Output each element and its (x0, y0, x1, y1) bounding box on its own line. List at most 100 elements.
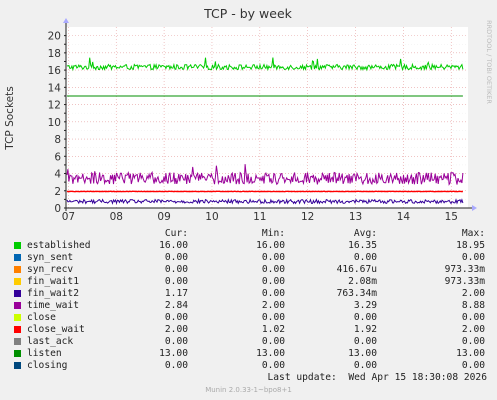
series-fin_wait2 (66, 197, 464, 205)
legend-cur-value: 2.00 (164, 324, 188, 335)
y-tick-label: 10 (48, 117, 61, 129)
y-tick-label: 4 (54, 169, 61, 181)
legend-max-value: 0.00 (461, 360, 485, 371)
legend-avg-value: 3.29 (353, 300, 377, 311)
legend-swatch (14, 302, 21, 309)
legend-max-value: 0.00 (461, 336, 485, 347)
legend-max-value: 2.00 (461, 324, 485, 335)
axes: 0 2 4 6 8 10 12 14 16 18 20 07 08 09 10 11 12 13 14 15 (48, 18, 477, 223)
x-tick-label: 07 (62, 211, 75, 223)
legend-name: syn_sent (27, 252, 74, 263)
y-tick-label: 0 (54, 203, 61, 215)
legend-max-value: 8.88 (461, 300, 485, 311)
y-tick-label: 8 (54, 134, 61, 146)
legend-swatch (14, 350, 21, 357)
legend-swatch (14, 254, 21, 261)
legend-min-value: 2.00 (261, 300, 285, 311)
legend-avg-value: 1.92 (353, 324, 377, 335)
x-tick-label: 11 (253, 211, 266, 223)
legend-max-value: 18.95 (456, 240, 485, 251)
legend-name: closing (27, 360, 68, 371)
legend-cur-value: 0.00 (164, 336, 188, 347)
y-tick-label: 18 (48, 48, 61, 60)
legend-name: fin_wait1 (27, 276, 79, 287)
legend-avg-value: 0.00 (353, 336, 377, 347)
legend-max-value: 973.33m (444, 264, 485, 275)
legend-row-syn_recv: syn_recv 0.00 0.00 416.67u 973.33m (0, 264, 497, 276)
grid (66, 27, 468, 209)
legend-row-time_wait: time_wait 2.84 2.00 3.29 8.88 (0, 300, 497, 312)
legend-header-min: Min: (261, 228, 285, 239)
legend-swatch (14, 338, 21, 345)
legend-min-value: 1.02 (261, 324, 285, 335)
legend-cur-value: 0.00 (164, 276, 188, 287)
legend-avg-value: 763.34m (336, 288, 377, 299)
legend-cur-value: 0.00 (164, 252, 188, 263)
legend-header: Cur: Min: Avg: Max: (0, 228, 497, 240)
legend-avg-value: 13.00 (348, 348, 377, 359)
legend-name: fin_wait2 (27, 288, 79, 299)
last-update-text: Last update: Wed Apr 15 18:30:08 2026 (267, 372, 488, 383)
legend-swatch (14, 242, 21, 249)
x-tick-label: 12 (301, 211, 314, 223)
legend-row-close_wait: close_wait 2.00 1.02 1.92 2.00 (0, 324, 497, 336)
legend-header-max: Max: (461, 228, 485, 239)
y-tick-label: 6 (54, 151, 61, 163)
legend-row-fin_wait1: fin_wait1 0.00 0.00 2.08m 973.33m (0, 276, 497, 288)
legend-cur-value: 0.00 (164, 312, 188, 323)
y-tick-label: 16 (48, 65, 62, 77)
series-established (66, 57, 464, 72)
legend-avg-value: 0.00 (353, 360, 377, 371)
legend-header-avg: Avg: (353, 228, 377, 239)
legend-row-closing: closing 0.00 0.00 0.00 0.00 (0, 360, 497, 372)
legend-name: close (27, 312, 56, 323)
legend-avg-value: 0.00 (353, 252, 377, 263)
legend-name: syn_recv (27, 264, 74, 275)
legend-row-last_ack: last_ack 0.00 0.00 0.00 0.00 (0, 336, 497, 348)
legend-header-cur: Cur: (164, 228, 188, 239)
x-axis-arrow (472, 205, 477, 211)
x-tick-label: 15 (445, 211, 458, 223)
legend-name: established (27, 240, 91, 251)
chart-title: TCP - by week (203, 6, 293, 21)
legend-min-value: 0.00 (261, 360, 285, 371)
x-tick-label: 14 (397, 211, 411, 223)
legend-avg-value: 416.67u (336, 264, 377, 275)
legend-cur-value: 0.00 (164, 264, 188, 275)
tcp-chart: TCP - by week TCP Sockets RRDTOOL / TOBI… (4, 6, 493, 223)
rrdtool-watermark: RRDTOOL / TOBI OETIKER (485, 20, 493, 104)
legend-swatch (14, 278, 21, 285)
legend-swatch (14, 314, 21, 321)
legend-min-value: 13.00 (256, 348, 285, 359)
legend-avg-value: 2.08m (348, 276, 377, 287)
legend-cur-value: 1.17 (164, 288, 188, 299)
legend-swatch (14, 266, 21, 273)
legend-max-value: 0.00 (461, 312, 485, 323)
legend-min-value: 0.00 (261, 252, 285, 263)
legend-swatch (14, 362, 21, 369)
x-tick-label: 10 (205, 211, 218, 223)
legend-max-value: 0.00 (461, 252, 485, 263)
legend-row-listen: listen 13.00 13.00 13.00 13.00 (0, 348, 497, 360)
legend-min-value: 0.00 (261, 312, 285, 323)
series-close_wait_line (66, 190, 464, 193)
y-tick-label: 2 (54, 186, 61, 198)
legend-name: time_wait (27, 300, 79, 311)
y-tick-label: 20 (48, 31, 61, 43)
legend-swatch (14, 290, 21, 297)
x-tick-label: 09 (157, 211, 170, 223)
y-axis-label: TCP Sockets (4, 86, 16, 150)
legend-min-value: 16.00 (256, 240, 285, 251)
legend-cur-value: 16.00 (159, 240, 188, 251)
legend-min-value: 0.00 (261, 336, 285, 347)
legend-avg-value: 16.35 (348, 240, 377, 251)
legend-swatch (14, 326, 21, 333)
y-tick-label: 14 (48, 82, 62, 94)
legend-cur-value: 13.00 (159, 348, 188, 359)
legend-name: last_ack (27, 336, 74, 347)
series-time_wait (66, 164, 464, 186)
plot-area (66, 27, 468, 208)
legend-max-value: 13.00 (456, 348, 485, 359)
x-tick-label: 13 (349, 211, 362, 223)
x-tick-label: 08 (110, 211, 123, 223)
